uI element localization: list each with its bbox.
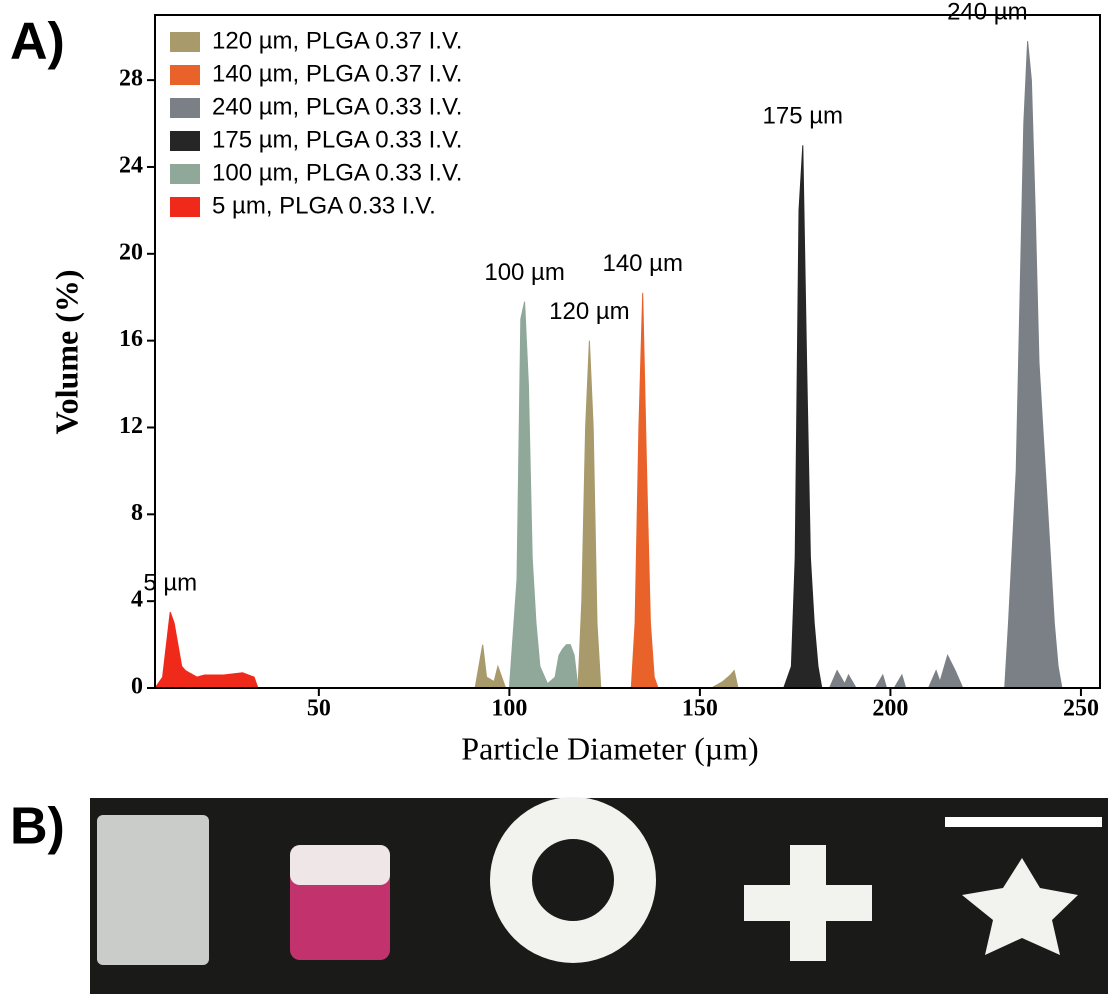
x-tick-label: 100 [491,696,527,722]
y-tick-label: 0 [131,674,143,700]
x-tick-label: 50 [307,696,331,722]
dyed-scaffold-top [290,845,390,885]
peak-label: 5 µm [143,569,197,596]
y-tick-label: 4 [131,587,143,613]
legend-swatch [170,98,200,118]
y-tick-label: 16 [119,326,143,352]
legend-swatch [170,164,200,184]
rect-scaffold [97,815,209,965]
area [155,612,258,688]
legend-label: 175 µm, PLGA 0.33 I.V. [212,126,462,153]
legend-label: 120 µm, PLGA 0.37 I.V. [212,27,462,54]
area [631,293,658,688]
y-tick-label: 28 [119,66,143,92]
legend-label: 240 µm, PLGA 0.33 I.V. [212,93,462,120]
y-tick-label: 12 [119,413,143,439]
peak-label: 240 µm [947,0,1028,25]
panel-label: B) [10,798,65,856]
photo [90,798,1108,994]
y-tick-label: 8 [131,500,143,526]
legend-label: 5 µm, PLGA 0.33 I.V. [212,192,436,219]
x-axis-label: Particle Diameter (µm) [461,730,758,766]
legend-label: 100 µm, PLGA 0.33 I.V. [212,159,462,186]
figure: A) B) Particle Diameter (µm) Volume (%) … [0,0,1113,996]
area [509,302,578,688]
peak-label: 100 µm [484,259,565,286]
x-tick-label: 200 [872,696,908,722]
legend-swatch [170,197,200,217]
peak-label: 120 µm [549,298,630,325]
area [784,145,822,688]
area [830,41,1062,688]
legend-swatch [170,65,200,85]
legend-label: 140 µm, PLGA 0.37 I.V. [212,60,462,87]
peak-label: 140 µm [602,250,683,277]
legend-swatch [170,131,200,151]
y-tick-label: 24 [119,152,143,178]
x-tick-label: 250 [1063,696,1099,722]
x-tick-label: 150 [682,696,718,722]
y-axis-label: Volume (%) [48,269,84,434]
panel-label: A) [10,13,65,71]
peak-label: 175 µm [763,103,844,130]
legend-swatch [170,32,200,52]
y-tick-label: 20 [119,239,143,265]
